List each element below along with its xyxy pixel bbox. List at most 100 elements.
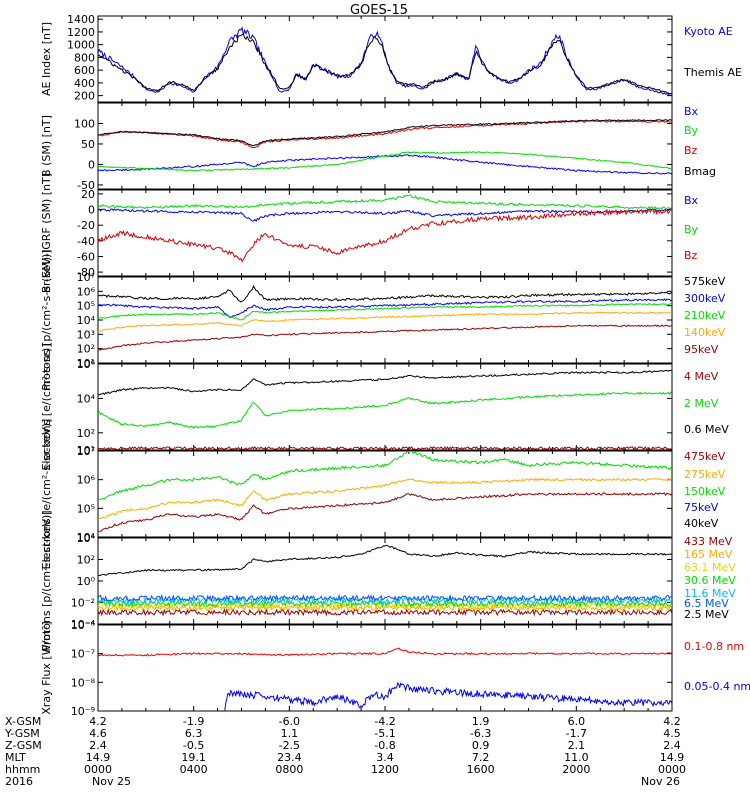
y-tick-label: 100 [74,117,95,130]
y-tick-label: 400 [74,77,95,90]
y-tick-label: 10⁻⁸ [71,676,96,689]
series-bz [98,119,672,149]
series-bx [98,208,672,222]
legend-275kev: 275keV [684,468,726,481]
series-63.1-mev [98,601,672,611]
y-tick-label: 10⁷ [77,445,95,458]
legend-themis-ae: Themis AE [683,66,742,79]
ephemeris-value: 6.3 [185,727,203,740]
y-tick-label: 1200 [67,26,95,39]
legend-kyoto-ae: Kyoto AE [684,25,733,38]
series-575kev [98,284,672,303]
y-tick-label: 10⁷ [77,271,95,284]
legend-bz: Bz [684,144,698,157]
y-tick-label: 0 [88,204,95,217]
ephemeris-row-label: Z-GSM [5,739,42,752]
y-tick-label: 10⁰ [77,575,96,588]
ephemeris-value: 0800 [275,763,303,776]
y-tick-label: 10² [77,427,95,440]
legend-433-mev: 433 MeV [684,535,733,548]
y-tick-label: -40 [77,235,95,248]
y-tick-label: 10⁶ [77,285,96,298]
traces [98,451,672,532]
series-themis-ae [98,33,672,95]
ephemeris-value: 4.6 [89,727,107,740]
ephemeris-value: 14.9 [86,751,111,764]
series-140kev [98,311,672,333]
ephemeris-value: 6.0 [568,715,586,728]
y-tick-label: 10⁶ [77,474,96,487]
y-axis-label: AE Index [nT] [40,22,53,96]
y-tick-label: 10⁻⁹ [71,705,95,718]
y-tick-label: 200 [74,90,95,103]
y-tick-label: 10⁴ [77,532,96,545]
ephemeris-value: -1.7 [566,727,587,740]
traces [98,544,672,617]
series-4-mev [98,445,672,450]
legend-2.5-mev: 2.5 MeV [684,608,729,621]
y-tick-label: 10⁶ [77,358,96,371]
panel-frame [97,276,673,364]
legend-11.6-mev: 11.6 MeV [684,587,736,600]
ephemeris-value: -2.5 [279,739,300,752]
panel-frame [97,102,673,190]
series-bmag [98,119,672,147]
panel-xray: 10⁻⁹ 10⁻⁸ 10⁻⁷ 10⁻⁶ Xray Flux [W/m²] 0.1-0.8 … [40,619,750,718]
series-0.05-0.4-nm [224,682,672,711]
legend-4-mev: 4 MeV [684,370,719,383]
legend-300kev: 300keV [684,292,726,305]
ephemeris-value: -0.8 [374,739,395,752]
y-tick-label: 10² [77,343,95,356]
y-tick-label: -20 [77,219,95,232]
ephemeris-row-label: Y-GSM [4,727,40,740]
ephemeris-value: 2.4 [89,739,107,752]
panel-frame [97,363,673,451]
traces [98,369,672,450]
legend-575kev: 575keV [684,275,726,288]
y-tick-label: 20 [81,188,95,201]
legend-bx: Bx [684,105,699,118]
legend-by: By [684,223,699,236]
legend-40kev: 40keV [684,517,719,530]
ephemeris-value: 0000 [84,763,112,776]
legend-95kev: 95keV [684,343,719,356]
y-tick-label: 10⁴ [77,392,96,405]
ephemeris-value: 4.2 [663,715,681,728]
series-300kev [98,298,672,318]
y-tick-label: 10⁻⁴ [71,618,96,631]
legend-75kev: 75keV [684,501,719,514]
ephemeris-value: 1.9 [472,715,490,728]
series-2-mev [98,391,672,430]
ephemeris-value: -6.3 [470,727,491,740]
series-11.6-mev [98,596,672,605]
ephemeris-value: Nov 26 [641,775,680,788]
panel-electrons2: 10⁴ 10⁵ 10⁶ 10⁷ Electrons [e/(cm²-s-sr-keV)]… [40,419,726,570]
traces [98,26,672,96]
ephemeris-row-label: X-GSM [5,715,41,728]
y-tick-label: 1000 [67,39,95,52]
ephemeris-value: -0.5 [183,739,204,752]
ephemeris-row-label: MLT [5,751,26,764]
y-tick-label: 10⁻⁷ [71,648,95,661]
series-2.5-mev [98,544,672,577]
ephemeris-value: 2.4 [663,739,681,752]
ephemeris-row-label: 2016 [5,775,33,788]
series-150kev [98,451,672,501]
series-433-mev [98,607,672,617]
y-tick-label: 10¹ [77,357,95,370]
ephemeris-value: 2.1 [568,739,586,752]
series-275kev [98,477,672,521]
ephemeris-value: -4.2 [374,715,395,728]
y-tick-label: 10³ [77,328,95,341]
ephemeris-value: 1200 [371,763,399,776]
ephemeris-value: 1600 [467,763,495,776]
legend-0.6-mev: 0.6 MeV [684,423,729,436]
ephemeris-value: 0.9 [472,739,490,752]
ephemeris-value: 14.9 [660,751,685,764]
ephemeris-value: 1.1 [281,727,299,740]
series-95kev [98,324,672,351]
plot-title: GOES-15 [350,3,408,18]
